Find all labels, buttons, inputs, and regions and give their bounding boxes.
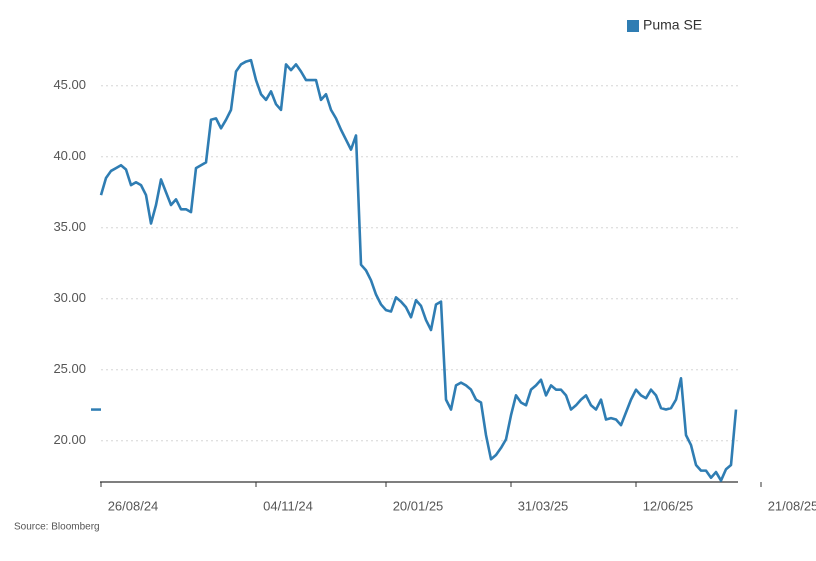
x-tick-label: 20/01/25 [393,498,444,513]
y-tick-label: 30.00 [53,290,86,305]
x-tick-label: 21/08/25 [768,498,816,513]
source-note: Source: Bloomberg [14,522,100,533]
x-tick-label: 31/03/25 [518,498,569,513]
y-tick-label: 35.00 [53,219,86,234]
legend-swatch [627,20,639,32]
y-tick-label: 25.00 [53,361,86,376]
x-tick-label: 04/11/24 [263,498,313,513]
y-tick-label: 45.00 [53,77,86,92]
price-line [99,58,738,482]
legend-label: Puma SE [643,17,702,33]
x-tick-label: 26/08/24 [108,498,159,513]
y-tick-label: 40.00 [53,148,86,163]
x-tick-label: 12/06/25 [643,498,694,513]
y-tick-label: 20.00 [53,432,86,447]
